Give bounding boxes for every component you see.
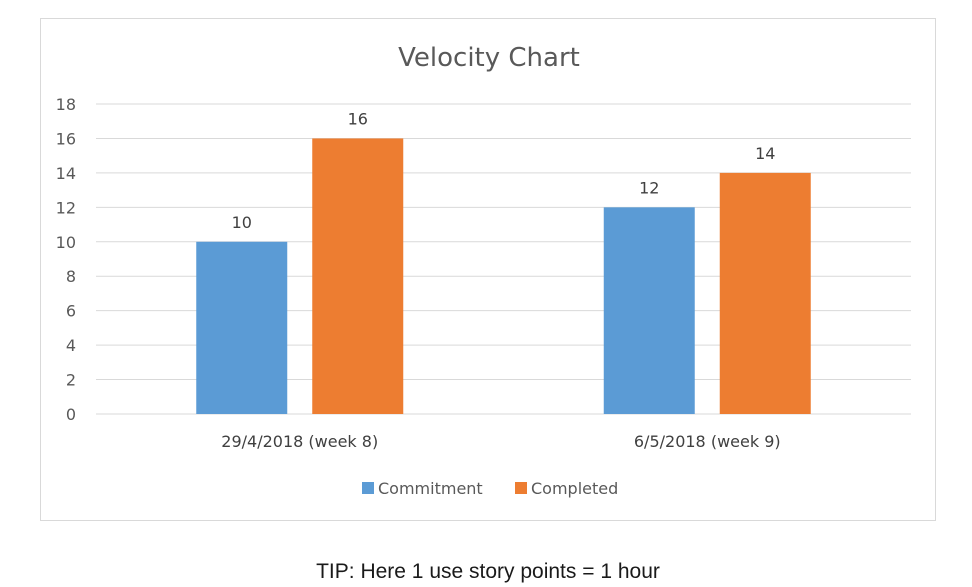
legend-swatch-commitment [362, 482, 374, 494]
data-label: 12 [639, 178, 659, 197]
bar-completed [312, 138, 404, 414]
data-label: 10 [232, 213, 252, 232]
x-tick-label: 6/5/2018 (week 9) [634, 432, 781, 451]
y-tick-label: 8 [66, 267, 76, 286]
legend: Commitment Completed [362, 479, 618, 498]
y-tick-label: 0 [66, 405, 76, 424]
y-tick-label: 18 [56, 95, 76, 114]
y-axis: 0 2 4 6 8 10 12 14 16 18 [56, 95, 76, 424]
legend-label-commitment: Commitment [378, 479, 483, 498]
bars: 10 16 12 14 [196, 109, 811, 414]
y-tick-label: 2 [66, 371, 76, 390]
tip-text: TIP: Here 1 use story points = 1 hour [316, 560, 660, 583]
legend-label-completed: Completed [531, 479, 618, 498]
y-tick-label: 12 [56, 198, 76, 217]
y-tick-label: 4 [66, 336, 76, 355]
y-tick-label: 10 [56, 233, 76, 252]
bar-commitment [603, 207, 695, 414]
y-tick-label: 14 [56, 164, 76, 183]
bar-completed [719, 172, 811, 414]
chart-title: Velocity Chart [398, 43, 580, 73]
x-tick-label: 29/4/2018 (week 8) [221, 432, 378, 451]
y-tick-label: 6 [66, 302, 76, 321]
y-tick-label: 16 [56, 129, 76, 148]
x-axis: 29/4/2018 (week 8) 6/5/2018 (week 9) [221, 432, 780, 451]
legend-swatch-completed [515, 482, 527, 494]
data-label: 16 [348, 109, 368, 128]
bar-commitment [196, 241, 288, 414]
data-label: 14 [755, 144, 775, 163]
